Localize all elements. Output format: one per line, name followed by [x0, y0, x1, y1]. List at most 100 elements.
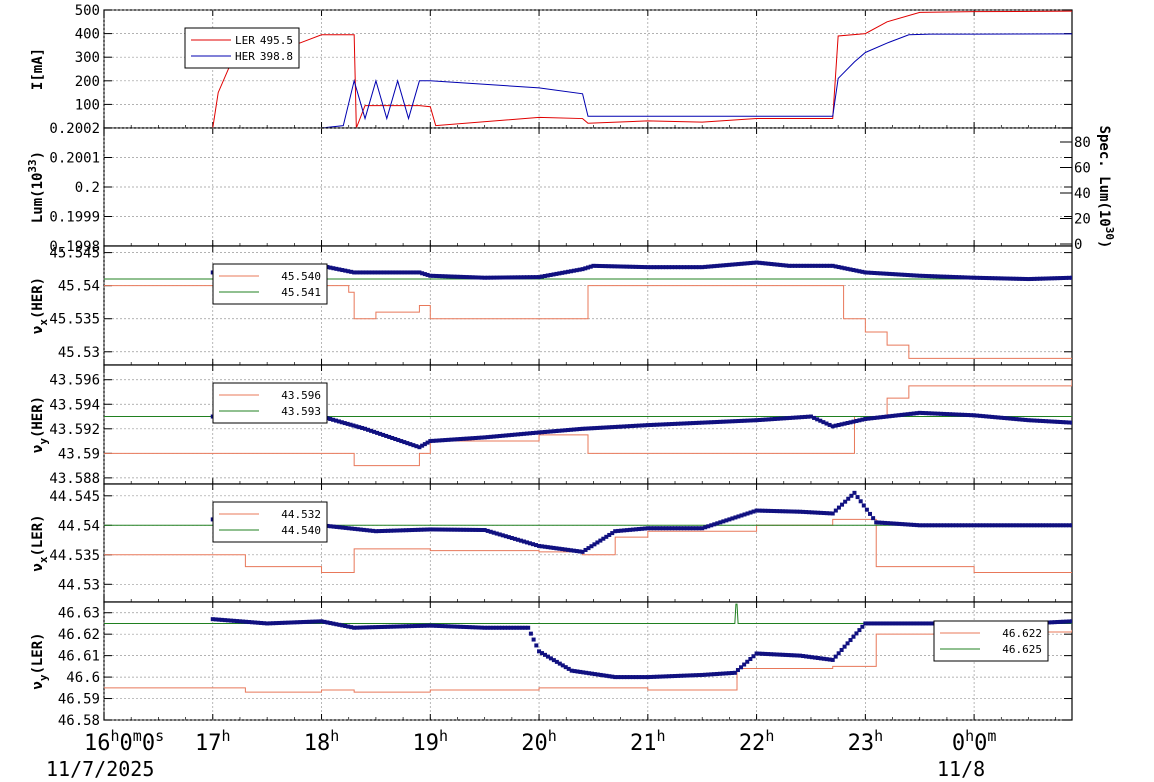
data-point: [739, 418, 744, 423]
data-point: [1023, 523, 1028, 528]
data-point: [645, 265, 650, 270]
data-point: [688, 265, 693, 270]
data-point: [969, 523, 974, 528]
data-point: [428, 273, 433, 278]
data-point: [760, 261, 765, 266]
data-point: [491, 434, 496, 439]
data-point: [325, 523, 330, 528]
data-point: [488, 275, 493, 280]
data-point: [798, 653, 803, 658]
data-point: [869, 270, 874, 275]
data-point: [840, 502, 845, 507]
data-point: [920, 273, 925, 278]
data-point: [778, 416, 783, 421]
data-point: [437, 527, 442, 532]
data-point: [676, 526, 681, 531]
data-point: [760, 508, 765, 513]
data-point: [843, 499, 848, 504]
data-point: [388, 624, 393, 629]
data-point: [352, 270, 357, 275]
data-point: [566, 666, 571, 671]
data-point: [458, 527, 463, 532]
data-point: [545, 429, 550, 434]
data-point: [446, 527, 451, 532]
data-point: [754, 651, 759, 656]
data-point: [911, 522, 916, 527]
data-point: [1055, 276, 1060, 281]
data-point: [666, 265, 671, 270]
data-point: [660, 674, 665, 679]
data-point: [657, 422, 662, 427]
data-point: [798, 263, 803, 268]
data-point: [256, 620, 261, 625]
data-point: [574, 427, 579, 432]
data-point: [572, 669, 577, 674]
data-point: [863, 416, 868, 421]
data-point: [902, 272, 907, 277]
data-point: [286, 620, 291, 625]
data-point: [334, 418, 339, 423]
data-point: [878, 271, 883, 276]
data-point: [884, 271, 889, 276]
data-point: [630, 264, 635, 269]
data-point: [1058, 276, 1063, 281]
data-point: [473, 275, 478, 280]
data-point: [234, 619, 239, 624]
data-point: [846, 496, 851, 501]
data-point: [935, 411, 940, 416]
data-point: [534, 543, 539, 548]
data-point: [381, 270, 386, 275]
data-point: [625, 675, 630, 680]
data-point: [394, 624, 399, 629]
data-point: [1026, 277, 1031, 282]
data-point: [1055, 419, 1060, 424]
y-axis-label-tail: (HER): [30, 396, 46, 438]
data-point: [827, 657, 832, 662]
data-point: [334, 524, 339, 529]
data-point: [848, 267, 853, 272]
data-point: [378, 431, 383, 436]
data-point: [987, 276, 992, 281]
y-axis-label-tail: (LER): [30, 632, 46, 674]
data-point: [981, 414, 986, 419]
legend-series-name: LER: [235, 34, 255, 47]
data-point: [1064, 523, 1069, 528]
data-point: [452, 274, 457, 279]
data-point: [981, 523, 986, 528]
data-point: [645, 526, 650, 531]
data-point: [524, 540, 529, 545]
data-point: [1055, 523, 1060, 528]
data-point: [742, 512, 747, 517]
data-point: [830, 657, 835, 662]
data-point: [944, 274, 949, 279]
data-point: [642, 265, 647, 270]
data-point: [437, 623, 442, 628]
x-tick-label-part: h: [330, 727, 339, 745]
legend-series-name: HER: [235, 50, 255, 63]
data-point: [420, 443, 425, 448]
data-point: [769, 652, 774, 657]
data-point: [857, 269, 862, 274]
data-point: [941, 274, 946, 279]
data-point: [413, 624, 418, 629]
data-point: [1005, 523, 1010, 528]
y-tick-label: 43.594: [49, 397, 100, 413]
data-point: [349, 269, 354, 274]
data-point: [283, 620, 288, 625]
data-point: [798, 509, 803, 514]
data-point: [787, 415, 792, 420]
data-point: [657, 526, 662, 531]
data-point: [697, 673, 702, 678]
data-point: [887, 621, 892, 626]
data-point: [763, 261, 768, 266]
x-tick-label-part: 0: [974, 731, 987, 756]
data-point: [364, 270, 369, 275]
data-point: [523, 625, 528, 630]
data-point: [866, 270, 871, 275]
data-point: [337, 525, 342, 530]
data-point: [1008, 523, 1013, 528]
data-point: [679, 673, 684, 678]
data-point: [709, 523, 714, 528]
data-point: [1011, 276, 1016, 281]
